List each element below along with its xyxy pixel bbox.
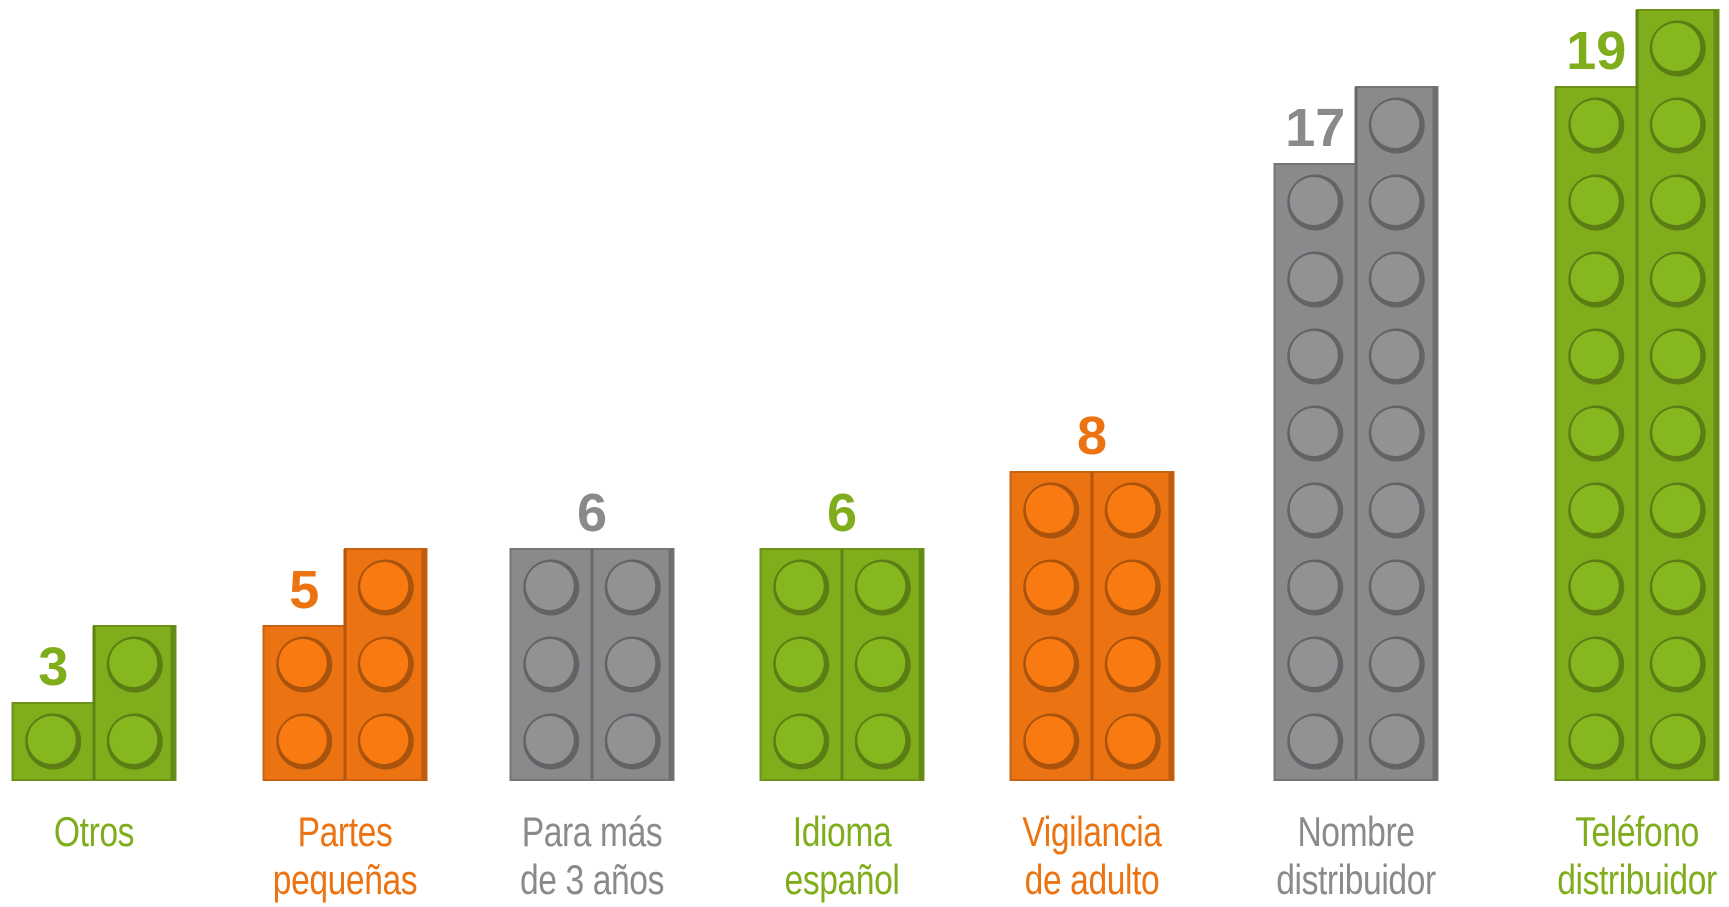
brick-shadow	[668, 549, 674, 780]
stud	[360, 639, 409, 687]
brick-shadow	[1168, 472, 1174, 780]
stud	[1652, 485, 1701, 533]
stud	[109, 716, 158, 764]
value-label: 19	[1566, 21, 1626, 81]
stud	[1289, 716, 1338, 764]
value-label: 3	[38, 637, 68, 697]
value-label: 5	[289, 560, 319, 620]
stud	[1652, 23, 1701, 71]
stud	[1289, 562, 1338, 610]
stud	[775, 639, 824, 687]
stud	[1570, 100, 1619, 148]
stud	[109, 639, 158, 687]
category-label: Teléfono distribuidor	[1557, 808, 1717, 903]
stud	[1570, 716, 1619, 764]
stud	[1025, 716, 1074, 764]
stud	[1652, 331, 1701, 379]
category-label: Para más de 3 años	[520, 808, 664, 903]
stud	[1371, 408, 1420, 456]
stud	[1652, 408, 1701, 456]
stud	[1371, 177, 1420, 225]
stud	[1289, 254, 1338, 302]
stud	[360, 716, 409, 764]
stud	[1652, 639, 1701, 687]
stud	[857, 716, 906, 764]
stud	[1570, 177, 1619, 225]
stud	[1570, 485, 1619, 533]
stud	[525, 639, 574, 687]
stud	[1371, 639, 1420, 687]
brick-shadow	[918, 549, 924, 780]
brick-shadow	[170, 626, 176, 780]
category-label: Vigilancia de adulto	[1022, 808, 1162, 903]
stud	[1371, 100, 1420, 148]
stud	[1025, 562, 1074, 610]
brick-shadow	[1713, 10, 1719, 780]
stud	[278, 639, 327, 687]
stud	[525, 562, 574, 610]
stud	[1570, 254, 1619, 302]
brick-shadow	[421, 549, 427, 780]
stud	[1289, 639, 1338, 687]
stud	[1570, 408, 1619, 456]
stud	[1107, 562, 1156, 610]
stud	[1107, 716, 1156, 764]
stud	[525, 716, 574, 764]
stud	[1570, 639, 1619, 687]
category-label: Otros	[53, 808, 135, 855]
stud	[1025, 639, 1074, 687]
stud	[775, 716, 824, 764]
value-label: 6	[827, 483, 857, 543]
stud	[1652, 177, 1701, 225]
stud	[1371, 716, 1420, 764]
brick-shadow	[1432, 87, 1438, 780]
value-label: 8	[1077, 406, 1107, 466]
stud	[1570, 562, 1619, 610]
stud	[857, 639, 906, 687]
stud	[1289, 331, 1338, 379]
stud	[1289, 177, 1338, 225]
stud	[1652, 254, 1701, 302]
stud	[1025, 485, 1074, 533]
stud	[1371, 562, 1420, 610]
stud	[775, 562, 824, 610]
stud	[1107, 485, 1156, 533]
stud	[1371, 485, 1420, 533]
stud	[607, 562, 656, 610]
stud	[1371, 254, 1420, 302]
stud	[1107, 639, 1156, 687]
stud	[1652, 716, 1701, 764]
stud	[1652, 562, 1701, 610]
category-label: Idioma español	[784, 808, 900, 903]
stud	[1371, 331, 1420, 379]
stud	[1289, 485, 1338, 533]
stud	[857, 562, 906, 610]
stud	[607, 639, 656, 687]
stud	[607, 716, 656, 764]
stud	[27, 716, 76, 764]
stud	[1652, 100, 1701, 148]
category-label: Nombre distribuidor	[1276, 808, 1436, 903]
value-label: 17	[1285, 98, 1345, 158]
stud	[360, 562, 409, 610]
value-label: 6	[577, 483, 607, 543]
stud	[1289, 408, 1338, 456]
stud	[1570, 331, 1619, 379]
category-label: Partes pequeñas	[272, 808, 418, 903]
stud	[278, 716, 327, 764]
